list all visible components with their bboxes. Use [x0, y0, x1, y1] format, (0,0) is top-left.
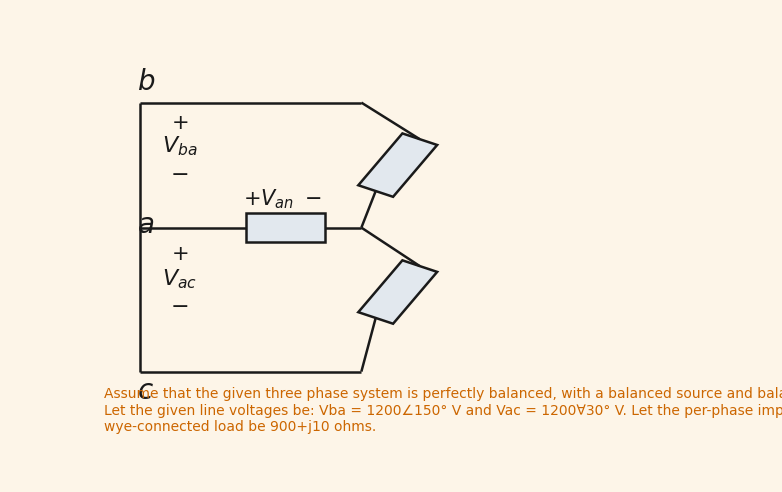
- Text: Assume that the given three phase system is perfectly balanced, with a balanced : Assume that the given three phase system…: [104, 387, 782, 401]
- Text: $+$: $+$: [171, 114, 188, 133]
- Text: $-$: $-$: [170, 294, 188, 316]
- Text: $c$: $c$: [137, 378, 154, 405]
- Text: $V_{ac}$: $V_{ac}$: [162, 267, 197, 291]
- Text: Let the given line voltages be: Vba = 1200∠150° V and Vac = 1200∀30° V. Let the : Let the given line voltages be: Vba = 12…: [104, 403, 782, 418]
- Text: $a$: $a$: [137, 212, 154, 239]
- Text: $b$: $b$: [137, 69, 156, 96]
- Bar: [246, 214, 325, 242]
- Text: $+$: $+$: [171, 245, 188, 264]
- Text: $V_{ba}$: $V_{ba}$: [162, 134, 197, 158]
- Polygon shape: [358, 260, 437, 324]
- Text: $-$: $-$: [170, 162, 188, 184]
- Text: $+V_{an}\ -$: $+V_{an}\ -$: [243, 187, 322, 211]
- Polygon shape: [358, 133, 437, 197]
- Text: wye-connected load be 900+j10 ohms.: wye-connected load be 900+j10 ohms.: [104, 420, 376, 433]
